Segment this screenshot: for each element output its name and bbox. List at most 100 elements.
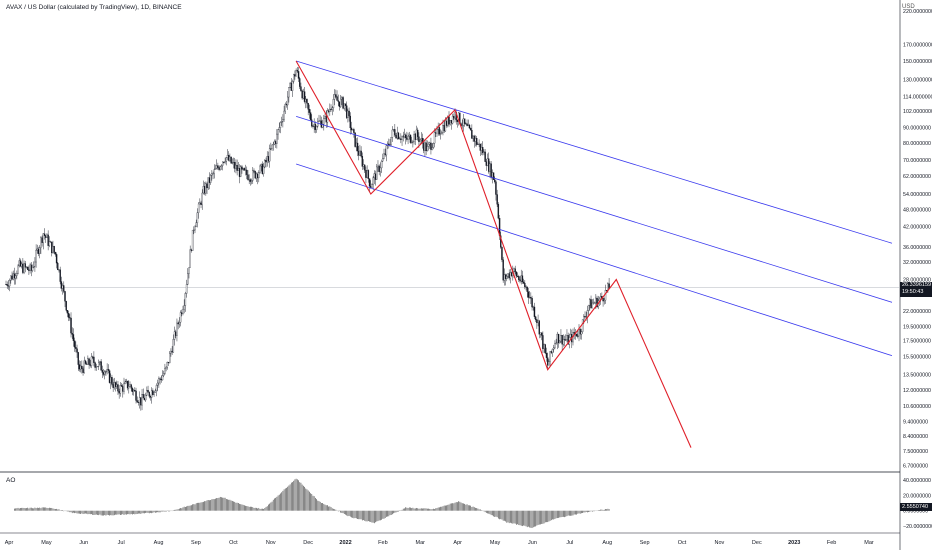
- ao-bar: [397, 511, 398, 512]
- candle-body: [445, 121, 446, 131]
- candle-body: [423, 143, 424, 150]
- ao-bar: [122, 511, 123, 514]
- candle-body: [233, 162, 234, 163]
- candle-body: [44, 234, 45, 236]
- ao-bar: [153, 511, 154, 513]
- candle-body: [393, 129, 394, 130]
- ao-bar: [414, 509, 415, 511]
- ao-bar: [221, 497, 222, 510]
- price-tick-label: 19.5000000: [903, 325, 931, 331]
- candle-body: [391, 137, 392, 144]
- candle-body: [271, 145, 272, 149]
- candle-body: [285, 104, 286, 111]
- candle-body: [229, 157, 230, 160]
- ao-bar: [226, 499, 227, 511]
- indicator-title[interactable]: AO: [6, 477, 15, 484]
- ao-bar: [56, 509, 57, 511]
- candle-body: [231, 157, 232, 163]
- candle-body: [38, 249, 39, 254]
- candle-body: [223, 162, 224, 163]
- candle-body: [237, 165, 238, 170]
- candle-body: [470, 128, 471, 130]
- candle-body: [211, 174, 212, 176]
- ao-bar: [505, 511, 506, 522]
- candle-body: [589, 299, 590, 305]
- ao-bar: [131, 511, 132, 514]
- ao-bar: [587, 511, 588, 513]
- candle-body: [96, 366, 97, 367]
- ao-bar: [116, 511, 117, 515]
- ao-bar: [497, 511, 498, 517]
- ao-bar: [462, 503, 463, 511]
- ao-bar: [514, 511, 515, 524]
- candle-body: [580, 329, 581, 334]
- ao-bar: [286, 488, 287, 511]
- ao-bar: [48, 508, 49, 511]
- candle-body: [420, 140, 421, 142]
- candle-body: [557, 334, 558, 343]
- ao-bar: [137, 511, 138, 514]
- candle-body: [433, 143, 434, 147]
- ao-bar: [239, 504, 240, 511]
- candle-body: [34, 262, 35, 266]
- ao-bar: [523, 511, 524, 526]
- ao-bar: [85, 511, 86, 514]
- candle-body: [196, 223, 197, 227]
- candle-body: [293, 74, 294, 81]
- ao-bar: [469, 505, 470, 510]
- ao-bar: [233, 501, 234, 510]
- time-axis-label: Apr: [453, 540, 462, 546]
- ao-bar: [304, 487, 305, 511]
- candle-body: [90, 365, 91, 366]
- candle-body: [351, 128, 352, 130]
- candle-body: [522, 276, 523, 282]
- candle-body: [68, 313, 69, 317]
- price-tick-label: 15.5000000: [903, 354, 931, 360]
- candle-body: [429, 143, 430, 144]
- candle-body: [516, 272, 517, 276]
- candle-body: [483, 152, 484, 153]
- candle-body: [432, 147, 433, 149]
- candle-body: [556, 343, 557, 344]
- candle-body: [146, 390, 147, 395]
- candle-body: [562, 335, 563, 344]
- candle-body: [399, 139, 400, 140]
- ao-bar: [132, 511, 133, 515]
- ao-bar: [403, 509, 404, 511]
- candle-body: [536, 320, 537, 323]
- candle-body: [405, 135, 406, 138]
- ao-bar: [515, 511, 516, 524]
- candle-body: [133, 390, 134, 391]
- ao-bar: [526, 511, 527, 527]
- candle-body: [436, 129, 437, 133]
- candle-body: [42, 238, 43, 243]
- ao-bar: [91, 511, 92, 514]
- candle-body: [403, 137, 404, 138]
- ao-bar: [358, 511, 359, 519]
- candle-body: [296, 70, 297, 76]
- ao-bar: [29, 508, 30, 510]
- candle-body: [149, 392, 150, 396]
- ao-bar: [63, 511, 64, 512]
- ao-bar: [112, 511, 113, 516]
- ao-bar: [285, 488, 286, 510]
- ao-bar: [215, 499, 216, 511]
- ao-bar: [461, 502, 462, 510]
- candle-body: [462, 125, 463, 126]
- ao-bar: [484, 511, 485, 512]
- candle-body: [76, 349, 77, 353]
- ao-bar: [392, 511, 393, 515]
- ao-bar: [180, 508, 181, 511]
- ao-bar: [134, 511, 135, 515]
- ao-bar: [14, 509, 15, 511]
- ao-bar: [370, 511, 371, 522]
- ao-bar: [535, 511, 536, 527]
- ao-bar: [352, 511, 353, 518]
- ao-bar: [19, 508, 20, 510]
- candle-body: [261, 164, 262, 166]
- candle-body: [367, 170, 368, 177]
- ao-bar: [550, 511, 551, 521]
- symbol-title[interactable]: AVAX / US Dollar (calculated by TradingV…: [6, 4, 182, 11]
